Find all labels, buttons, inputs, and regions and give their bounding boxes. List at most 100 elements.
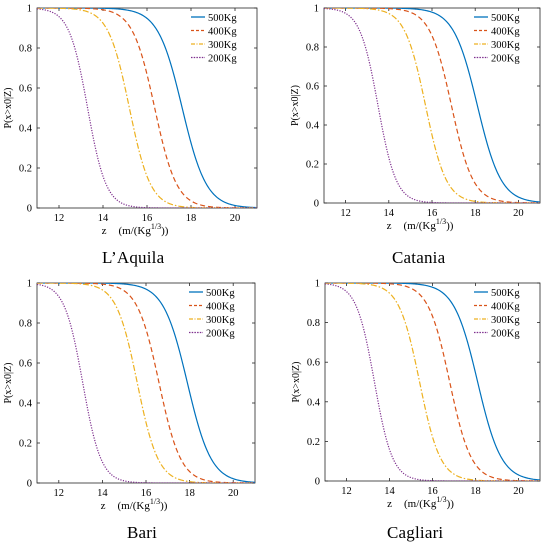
x-tick-label: 16 bbox=[141, 488, 152, 499]
series-line-200kg bbox=[37, 8, 257, 208]
legend-label: 300Kg bbox=[491, 315, 520, 326]
x-axis-unit: (m/(Kg bbox=[404, 498, 437, 510]
y-tick-label: 0.4 bbox=[306, 121, 320, 132]
y-tick-label: 0.8 bbox=[307, 318, 320, 329]
legend-label: 300Kg bbox=[491, 40, 520, 51]
y-axis-label: P(x>x0|Z) bbox=[291, 362, 302, 403]
x-axis-var: z bbox=[387, 498, 392, 510]
x-tick-label: 18 bbox=[470, 208, 481, 219]
x-axis-unit: (m/(Kg bbox=[403, 220, 436, 232]
x-axis-unit-exponent: 1/3 bbox=[150, 497, 160, 506]
y-tick-label: 0.2 bbox=[307, 437, 320, 448]
series-line-400kg bbox=[325, 283, 540, 481]
x-axis-unit-exponent: 1/3 bbox=[436, 217, 446, 226]
legend-label: 500Kg bbox=[206, 288, 235, 299]
series-line-300kg bbox=[37, 8, 257, 208]
legend-label: 200Kg bbox=[491, 53, 520, 64]
caption-cagliari: Cagliari bbox=[387, 523, 444, 542]
x-axis-var: z bbox=[387, 220, 392, 232]
y-tick-label: 0 bbox=[27, 479, 32, 490]
x-tick-label: 16 bbox=[427, 486, 438, 497]
x-tick-label: 12 bbox=[340, 208, 351, 219]
x-tick-label: 14 bbox=[97, 488, 108, 499]
series-line-300kg bbox=[37, 283, 255, 483]
chart-catania: 12 14 16 18 20 0 0.2 0.4 0.6 0.8 1 P(x>x0|Z) z (m/(Kg… bbox=[290, 4, 541, 232]
chart-bari: 12 14 16 18 20 0 0.2 0.4 0.6 0.8 1 P(x>x0|Z) z (m/(Kg… bbox=[3, 279, 256, 512]
y-tick-label: 0.2 bbox=[19, 164, 32, 175]
caption-catania: Catania bbox=[392, 248, 446, 267]
x-tick-label: 20 bbox=[513, 208, 524, 219]
legend-label: 400Kg bbox=[491, 26, 520, 37]
x-tick-label: 16 bbox=[142, 213, 153, 224]
y-tick-label: 0.8 bbox=[19, 44, 32, 55]
plot-area-frame bbox=[36, 7, 258, 209]
series-line-500kg bbox=[37, 283, 255, 483]
x-axis-var: z bbox=[101, 500, 106, 512]
y-tick-label: 0.2 bbox=[306, 160, 319, 171]
x-tick-label: 20 bbox=[228, 488, 239, 499]
y-tick-label: 0.8 bbox=[306, 43, 319, 54]
legend-label: 300Kg bbox=[206, 315, 235, 326]
x-axis-unit-close: )) bbox=[161, 225, 169, 237]
series-line-200kg bbox=[325, 283, 540, 481]
series-line-300kg bbox=[324, 8, 540, 203]
x-tick-label: 14 bbox=[384, 208, 395, 219]
series-line-200kg bbox=[324, 8, 540, 203]
legend-label: 500Kg bbox=[208, 13, 237, 24]
series-line-400kg bbox=[37, 8, 257, 208]
x-axis-var: z bbox=[102, 225, 107, 237]
x-tick-label: 18 bbox=[184, 488, 195, 499]
plot-area-frame bbox=[324, 282, 541, 482]
y-tick-label: 0.2 bbox=[19, 439, 32, 450]
legend-label: 500Kg bbox=[491, 13, 520, 24]
y-tick-label: 0 bbox=[315, 477, 320, 488]
legend-label: 300Kg bbox=[208, 40, 237, 51]
legend-label: 400Kg bbox=[208, 26, 237, 37]
y-tick-label: 0 bbox=[27, 204, 32, 215]
y-axis-label: P(x>x0|Z) bbox=[3, 363, 14, 404]
x-axis-unit-exponent: 1/3 bbox=[151, 222, 161, 231]
plot-area-frame bbox=[36, 282, 256, 484]
y-axis-label: P(x>x0|Z) bbox=[290, 85, 301, 126]
legend-label: 400Kg bbox=[491, 301, 520, 312]
y-tick-label: 0.6 bbox=[19, 84, 32, 95]
series-line-300kg bbox=[325, 283, 540, 481]
x-tick-label: 12 bbox=[54, 488, 65, 499]
x-axis-label: z (m/(Kg1/3)) bbox=[102, 222, 169, 237]
chart-laquila: 12 14 16 18 20 0 0.2 0.4 0.6 0.8 1 P(x>x0|Z) z (m/(Kg… bbox=[3, 4, 258, 237]
caption-laquila: L’Aquila bbox=[102, 248, 165, 267]
x-axis-unit-close: )) bbox=[160, 500, 168, 512]
y-tick-label: 0.6 bbox=[307, 358, 320, 369]
x-tick-label: 14 bbox=[384, 486, 395, 497]
x-tick-label: 20 bbox=[513, 486, 524, 497]
y-tick-label: 0 bbox=[314, 199, 319, 210]
x-axis-unit: (m/(Kg bbox=[118, 225, 151, 237]
legend-label: 200Kg bbox=[208, 53, 237, 64]
y-tick-label: 0.6 bbox=[19, 359, 32, 370]
legend-label: 200Kg bbox=[491, 328, 520, 339]
x-axis-label: z (m/(Kg1/3)) bbox=[387, 217, 454, 232]
x-tick-label: 18 bbox=[186, 213, 197, 224]
x-tick-label: 12 bbox=[54, 213, 65, 224]
x-axis-unit-close: )) bbox=[447, 498, 455, 510]
y-tick-label: 1 bbox=[27, 279, 32, 290]
chart-cagliari: 12 14 16 18 20 0 0.2 0.4 0.6 0.8 1 P(x>x0|Z) z (m/(Kg… bbox=[291, 279, 541, 510]
x-tick-label: 16 bbox=[427, 208, 438, 219]
x-tick-label: 20 bbox=[230, 213, 241, 224]
x-tick-label: 18 bbox=[470, 486, 481, 497]
legend-label: 500Kg bbox=[491, 288, 520, 299]
y-tick-label: 0.8 bbox=[19, 319, 32, 330]
legend-label: 200Kg bbox=[206, 328, 235, 339]
x-tick-label: 12 bbox=[341, 486, 352, 497]
x-axis-label: z (m/(Kg1/3)) bbox=[387, 495, 454, 510]
y-tick-label: 1 bbox=[27, 4, 32, 15]
legend-label: 400Kg bbox=[206, 301, 235, 312]
x-tick-label: 14 bbox=[98, 213, 109, 224]
x-axis-unit-close: )) bbox=[446, 220, 454, 232]
y-tick-label: 0.4 bbox=[307, 397, 321, 408]
series-line-200kg bbox=[37, 283, 255, 483]
x-axis-unit: (m/(Kg bbox=[117, 500, 150, 512]
y-tick-label: 0.6 bbox=[306, 82, 319, 93]
y-tick-label: 1 bbox=[314, 4, 319, 15]
